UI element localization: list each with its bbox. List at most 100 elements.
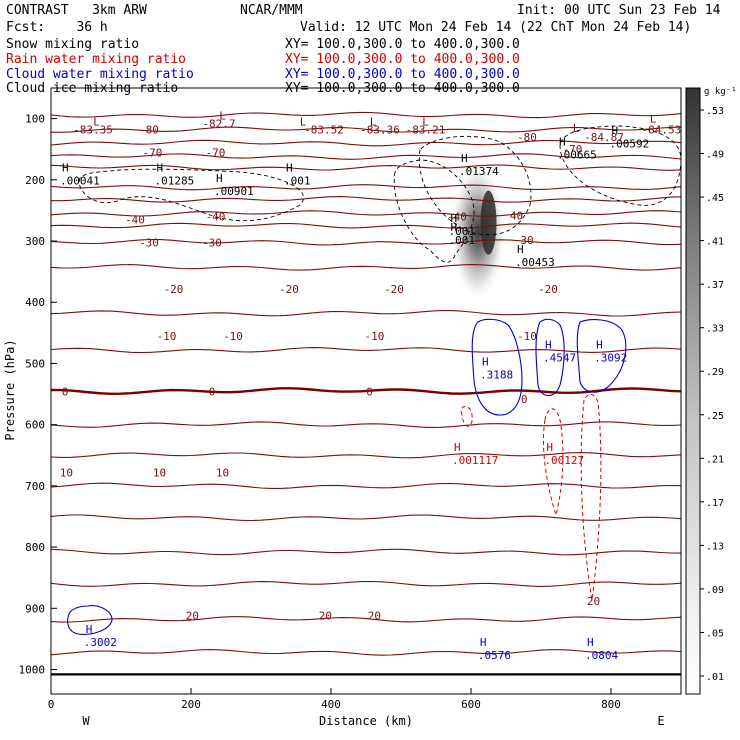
- colorbar-tick-label: .01: [706, 672, 724, 683]
- maximum-value-label: .00592: [610, 137, 650, 150]
- temperature-contour-line: [51, 111, 681, 119]
- x-tick-label: 800: [601, 698, 621, 711]
- temperature-label: -80: [517, 131, 537, 144]
- maximum-value-label: .00127: [544, 454, 584, 467]
- forecast-hour: Fcst: 36 h: [6, 20, 108, 35]
- temperature-label: -10: [157, 330, 177, 343]
- x-axis-label: Distance (km): [319, 714, 413, 728]
- y-tick-label: 700: [25, 480, 45, 493]
- temperature-contour-line: [51, 452, 681, 459]
- colorbar: g kg⁻¹ .01 .05 .09 .13 .17 .21 .25 .29 .33 .37 .41…: [685, 87, 737, 695]
- temperature-label: 30: [520, 234, 533, 247]
- snow-core: [480, 190, 497, 255]
- temperature-label: 10: [60, 466, 73, 479]
- y-tick-label: 200: [25, 174, 45, 187]
- temperature-label: -82.7: [202, 118, 235, 131]
- maximum-value-label: .00453: [515, 256, 555, 269]
- maximum-value-label: .001: [284, 175, 311, 188]
- temperature-label: 0: [521, 393, 528, 406]
- cloud-ice-contour: [418, 135, 532, 236]
- temperature-contour-line: [51, 616, 681, 623]
- colorbar-tick-label: .21: [706, 454, 724, 465]
- cloud-ice-contour: [78, 168, 304, 222]
- maximum-value-label: .001: [449, 234, 476, 247]
- temperature-label: -10: [364, 330, 384, 343]
- temperature-label: -83.52: [304, 124, 344, 137]
- high-marker: H: [451, 212, 458, 225]
- temperature-label: 20: [186, 610, 199, 623]
- temperature-label: 10: [153, 466, 166, 479]
- y-tick-label: 300: [25, 235, 45, 248]
- center-label: NCAR/MMM: [240, 3, 303, 18]
- maximum-value-label: .01285: [155, 175, 195, 188]
- low-marker: L: [219, 110, 226, 123]
- maximum-value-label: .001117: [452, 454, 498, 467]
- temperature-label: -10: [517, 330, 537, 343]
- maximum-value-label: .4547: [543, 352, 576, 365]
- y-tick-label: 600: [25, 419, 45, 432]
- temperature-label: -70: [143, 146, 163, 159]
- cloud-ice-contour: [393, 159, 475, 263]
- temperature-contour-line: [51, 153, 681, 160]
- temperature-contour-line: [51, 482, 681, 489]
- init-time: Init: 00 UTC Sun 23 Feb 14: [517, 3, 721, 18]
- maximum-value-label: .3188: [480, 369, 513, 382]
- maximum-value-label: .0576: [478, 649, 511, 662]
- colorbar-tick-label: .09: [706, 585, 724, 596]
- y-tick-label: 500: [25, 357, 45, 370]
- low-marker: L: [650, 113, 657, 126]
- colorbar-tick-label: .29: [706, 367, 724, 378]
- rain-contour: [460, 405, 473, 427]
- high-marker: H: [451, 221, 458, 234]
- colorbar-tick-label: .41: [706, 237, 724, 248]
- low-marker: L: [93, 116, 100, 129]
- temperature-label: -20: [538, 283, 558, 296]
- temperature-contour-line: [51, 310, 681, 317]
- high-marker: H: [546, 441, 553, 454]
- temperature-contour-line: [51, 387, 681, 396]
- high-marker: H: [480, 636, 487, 649]
- x-tick-label: 400: [321, 698, 341, 711]
- temperature-contour-line: [51, 196, 681, 203]
- temperature-contour-line: [51, 514, 681, 522]
- x-tick-label: 0: [48, 698, 55, 711]
- high-marker: H: [612, 124, 619, 137]
- temperature-contour-line: [51, 548, 681, 556]
- temperature-contour-line: [51, 649, 681, 656]
- temperature-label: 0: [62, 386, 69, 399]
- y-tick-label: 400: [25, 296, 45, 309]
- temperature-label: -70: [206, 146, 226, 159]
- temperature-contour-line: [51, 164, 681, 171]
- temperature-label: -40: [125, 214, 145, 227]
- temperature-label: -40: [206, 211, 226, 224]
- temperature-label: 20: [319, 610, 332, 623]
- low-marker: L: [300, 116, 307, 129]
- high-marker: H: [454, 441, 461, 454]
- maximum-value-label: .001: [449, 225, 476, 238]
- temperature-contour-line: [51, 347, 681, 354]
- field-xy-cloud-water: XY= 100.0,300.0 to 400.0,300.0: [285, 67, 520, 82]
- field-xy-rain: XY= 100.0,300.0 to 400.0,300.0: [285, 52, 520, 67]
- high-marker: H: [587, 636, 594, 649]
- high-marker: H: [545, 339, 552, 352]
- colorbar-tick-label: .37: [706, 280, 724, 291]
- temperature-contour-line: [51, 264, 681, 271]
- temperature-contour-line: [51, 421, 681, 428]
- temperature-label: 20: [587, 595, 600, 608]
- x-tick-label: 200: [181, 698, 201, 711]
- east-label: E: [657, 714, 664, 728]
- colorbar-tick-label: .45: [706, 193, 724, 204]
- colorbar-unit: g kg⁻¹: [704, 87, 737, 97]
- maximum-value-label: .01374: [459, 165, 499, 178]
- colorbar-tick-label: .33: [706, 324, 724, 335]
- y-axis-label: Pressure (hPa): [3, 339, 17, 440]
- y-tick-label: 900: [25, 602, 45, 615]
- high-marker: H: [86, 623, 93, 636]
- low-marker: L: [573, 122, 580, 135]
- temperature-label: -20: [279, 283, 299, 296]
- temperature-label: 0: [209, 386, 216, 399]
- rain-contour: [580, 393, 602, 601]
- high-marker: H: [62, 162, 69, 175]
- field-name-snow: Snow mixing ratio: [6, 37, 140, 52]
- maximum-value-label: .0804: [585, 649, 618, 662]
